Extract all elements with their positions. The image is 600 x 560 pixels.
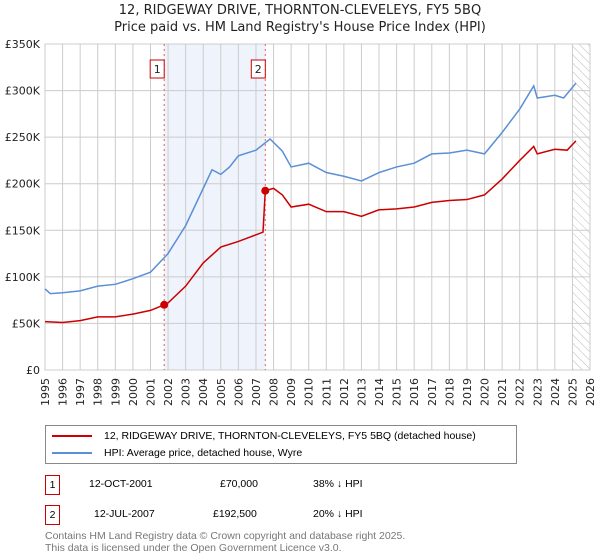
footer-line-2: This data is licensed under the Open Gov… (45, 542, 342, 554)
x-tick-label: 2011 (320, 378, 333, 406)
legend-item-hpi: HPI: Average price, detached house, Wyre (52, 446, 302, 460)
x-tick-label: 2004 (197, 378, 210, 406)
x-tick-label: 2026 (584, 378, 597, 406)
x-tick-label: 2003 (180, 378, 193, 406)
sale-hpi-note: 38% ↓ HPI (313, 478, 363, 490)
y-tick-label: £0 (26, 364, 40, 377)
x-tick-label: 2008 (268, 378, 281, 406)
y-tick-label: £150K (5, 224, 41, 237)
legend-label: HPI: Average price, detached house, Wyre (104, 447, 303, 459)
x-tick-label: 2025 (566, 378, 579, 406)
x-tick-label: 1998 (92, 378, 105, 406)
sale-row-1: 1 12-OCT-2001 £70,000 38% ↓ HPI (45, 475, 585, 495)
sale-marker-box (250, 59, 266, 79)
chart-subtitle: Price paid vs. HM Land Registry's House … (114, 20, 486, 35)
x-tick-label: 2018 (443, 378, 456, 406)
sale-date: 12-JUL-2007 (94, 508, 155, 520)
future-hatch (572, 44, 590, 370)
x-tick-label: 2014 (373, 378, 386, 406)
sale-row-2: 2 12-JUL-2007 £192,500 20% ↓ HPI (45, 505, 585, 525)
sale-date: 12-OCT-2001 (89, 478, 153, 490)
x-tick-label: 2006 (232, 378, 245, 406)
sale-price: £192,500 (213, 508, 257, 520)
series-line-property (44, 140, 577, 324)
sale-marker-label: 1 (154, 63, 161, 76)
y-tick-label: £300K (5, 85, 41, 98)
sale-badge: 1 (45, 475, 60, 495)
x-tick-label: 2010 (303, 378, 316, 406)
x-tick-label: 2005 (215, 378, 228, 406)
y-tick-label: £100K (5, 271, 41, 284)
legend-swatch-blue (52, 452, 92, 454)
sale-marker-box (149, 59, 165, 79)
x-tick-label: 2021 (496, 378, 509, 406)
x-tick-label: 1996 (57, 378, 70, 406)
sale-hpi-note: 20% ↓ HPI (313, 508, 363, 520)
x-tick-label: 1995 (39, 378, 52, 406)
series-line-hpi (44, 82, 577, 295)
x-tick-label: 2000 (127, 378, 140, 406)
x-tick-label: 2019 (461, 378, 474, 406)
x-tick-label: 2012 (338, 378, 351, 406)
x-tick-label: 2001 (144, 378, 157, 406)
shaded-period (164, 44, 266, 370)
x-tick-label: 2013 (355, 378, 368, 406)
sale-point (261, 186, 270, 195)
y-tick-label: £50K (12, 317, 41, 330)
sale-point (160, 300, 169, 309)
x-tick-label: 2024 (549, 378, 562, 406)
x-tick-label: 2022 (514, 378, 527, 406)
sale-badge: 2 (45, 505, 60, 525)
legend-label: 12, RIDGEWAY DRIVE, THORNTON-CLEVELEYS, … (104, 430, 476, 442)
x-tick-label: 2017 (426, 378, 439, 406)
x-tick-label: 2015 (391, 378, 404, 406)
x-tick-label: 2023 (531, 378, 544, 406)
chart-title: 12, RIDGEWAY DRIVE, THORNTON-CLEVELEYS, … (118, 3, 482, 18)
footer-line-1: Contains HM Land Registry data © Crown c… (45, 530, 406, 542)
x-tick-label: 2007 (250, 378, 263, 406)
plot-border (44, 43, 591, 371)
legend: 12, RIDGEWAY DRIVE, THORNTON-CLEVELEYS, … (45, 425, 517, 464)
x-tick-label: 2020 (479, 378, 492, 406)
y-tick-label: £250K (5, 131, 41, 144)
price-chart: 1995 1996 1997 1998 1999 2000 2001 2002 2003 2004… (5, 38, 597, 406)
sale-marker-label: 2 (255, 63, 262, 76)
x-tick-label: 2016 (408, 378, 421, 406)
sale-price: £70,000 (220, 478, 258, 490)
x-tick-label: 2002 (162, 378, 175, 406)
x-tick-label: 2009 (285, 378, 298, 406)
footer: Contains HM Land Registry data © Crown c… (45, 530, 405, 554)
legend-item-property: 12, RIDGEWAY DRIVE, THORNTON-CLEVELEYS, … (52, 429, 476, 443)
legend-swatch-red (52, 435, 92, 437)
x-tick-label: 1997 (74, 378, 87, 406)
y-tick-label: £200K (5, 178, 41, 191)
y-tick-label: £350K (5, 38, 41, 51)
x-tick-label: 1999 (109, 378, 122, 406)
